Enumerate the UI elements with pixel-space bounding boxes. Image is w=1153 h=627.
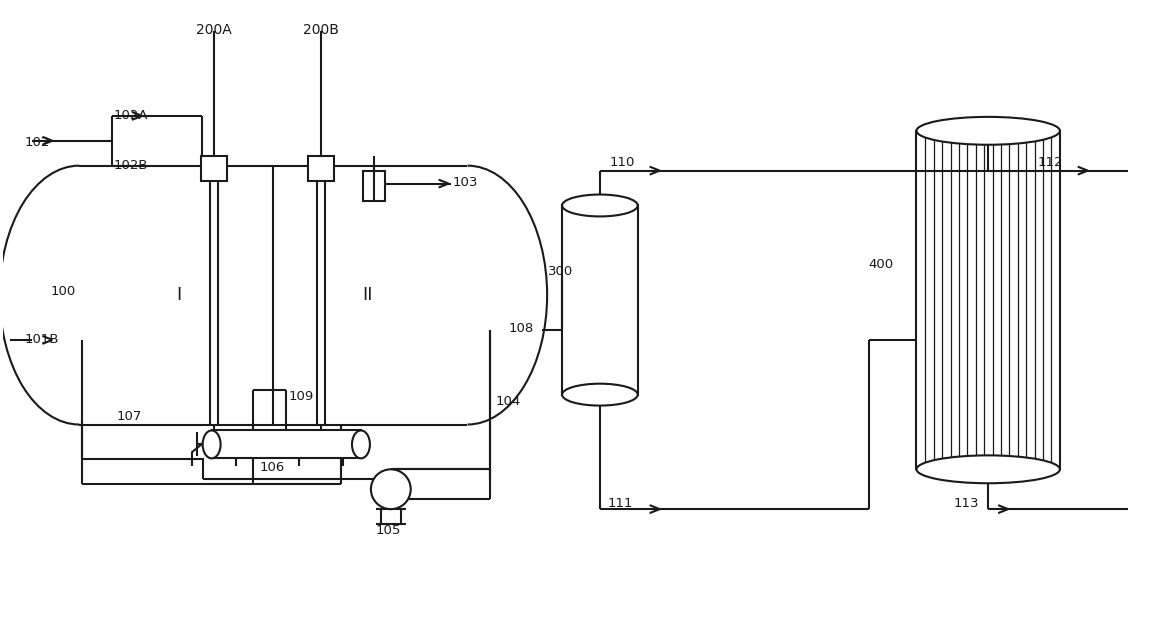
Bar (212, 431, 361, 458)
Text: 102B: 102B (114, 159, 149, 172)
Text: 400: 400 (868, 258, 894, 271)
Ellipse shape (562, 384, 638, 406)
Bar (80, 166, 467, 424)
Text: 102A: 102A (114, 109, 149, 122)
Text: 101B: 101B (24, 333, 59, 346)
Bar (917, 131, 1060, 469)
Text: II: II (363, 286, 374, 304)
Text: 107: 107 (118, 409, 143, 423)
Ellipse shape (352, 431, 370, 458)
Ellipse shape (0, 166, 159, 424)
Text: 200B: 200B (303, 23, 339, 37)
Text: 113: 113 (954, 497, 979, 510)
Text: 104: 104 (496, 394, 521, 408)
Bar (363, 171, 385, 201)
Text: 110: 110 (610, 155, 635, 169)
Ellipse shape (562, 194, 638, 216)
Bar (201, 155, 226, 181)
Text: 100: 100 (51, 285, 76, 298)
Bar (308, 155, 334, 181)
Text: I: I (176, 286, 181, 304)
Text: 112: 112 (1038, 155, 1063, 169)
Circle shape (371, 469, 410, 509)
Text: 102: 102 (24, 136, 50, 149)
Ellipse shape (203, 431, 220, 458)
Text: 109: 109 (288, 389, 314, 403)
Bar (562, 206, 638, 394)
Text: 103: 103 (452, 176, 478, 189)
Ellipse shape (917, 117, 1060, 145)
Text: 108: 108 (508, 322, 534, 335)
Ellipse shape (387, 166, 548, 424)
Text: 300: 300 (548, 265, 573, 278)
Text: 111: 111 (608, 497, 633, 510)
Ellipse shape (917, 455, 1060, 483)
Text: 200A: 200A (196, 23, 232, 37)
Text: 105: 105 (376, 524, 401, 537)
Text: 106: 106 (259, 461, 285, 475)
